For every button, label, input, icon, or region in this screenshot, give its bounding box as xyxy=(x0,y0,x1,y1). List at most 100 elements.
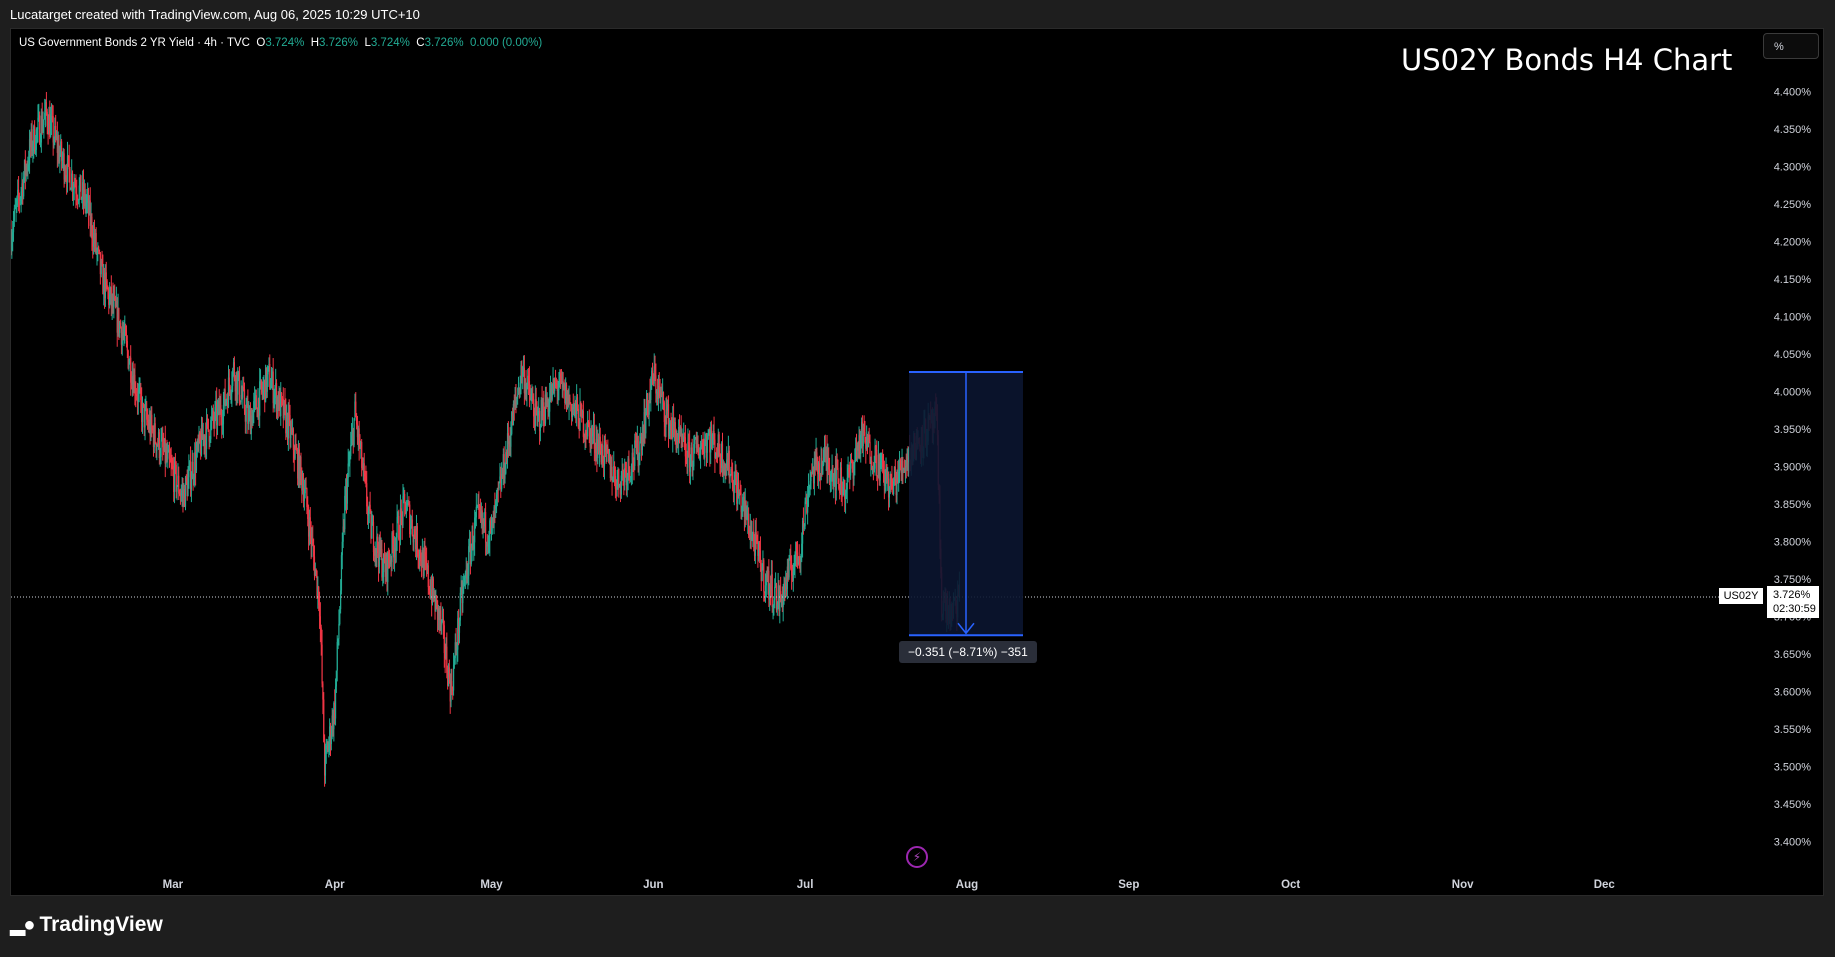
candle-body xyxy=(83,189,85,201)
candle-body xyxy=(664,422,666,428)
candle-body xyxy=(423,552,425,577)
candle-body xyxy=(635,443,638,454)
candle-body xyxy=(501,473,504,477)
candle-body xyxy=(29,139,31,148)
candle-body xyxy=(399,508,402,541)
candle-body xyxy=(667,404,670,437)
candle-body xyxy=(571,407,574,417)
lightning-icon[interactable]: ⚡ xyxy=(906,846,928,868)
candle-body xyxy=(192,461,194,480)
candle-body xyxy=(467,575,469,579)
candle-body xyxy=(228,377,230,387)
candle-body xyxy=(55,125,57,138)
candle-body xyxy=(52,116,54,143)
candle-body xyxy=(864,432,866,443)
candle-body xyxy=(155,442,157,451)
candle-body xyxy=(613,465,616,476)
candle-body xyxy=(892,486,894,495)
candle-body xyxy=(473,542,475,550)
candle-body xyxy=(700,442,703,447)
candle-body xyxy=(333,702,335,730)
candle-body xyxy=(108,290,110,305)
candle-body xyxy=(229,386,231,394)
x-tick-label: Dec xyxy=(1594,879,1616,891)
candle-body xyxy=(727,450,729,471)
candle-body xyxy=(393,548,396,558)
candle-body xyxy=(764,591,766,594)
candle-body xyxy=(802,520,805,528)
candle-body xyxy=(693,444,695,467)
chart-panel[interactable]: 4.400% 4.350% 4.300% 4.250% 4.200% 4.150% 4.10… xyxy=(10,28,1824,896)
candle-body xyxy=(516,397,518,399)
candle-body xyxy=(841,492,843,496)
candle-body xyxy=(262,386,264,393)
candlestick-chart[interactable]: 4.400% 4.350% 4.300% 4.250% 4.200% 4.150% 4.10… xyxy=(11,29,1825,897)
candle-body xyxy=(735,474,737,483)
candle-body xyxy=(344,495,346,530)
candle-body xyxy=(812,466,815,484)
x-tick-label: Oct xyxy=(1281,879,1300,891)
candle-body xyxy=(544,420,546,424)
candle-body xyxy=(854,459,856,463)
candle-body xyxy=(836,459,838,469)
candle-body xyxy=(20,191,22,199)
candle-body xyxy=(862,427,864,447)
candle-body xyxy=(206,418,209,420)
candle-body xyxy=(785,579,788,589)
candle-body xyxy=(784,582,786,592)
candle-body xyxy=(235,372,237,392)
candle-body xyxy=(183,488,185,498)
candle-body xyxy=(474,517,477,519)
candle-body xyxy=(554,382,556,391)
candle-body xyxy=(533,416,536,427)
candle-body xyxy=(185,477,187,481)
candle-body xyxy=(327,745,329,752)
candle-body xyxy=(245,407,247,422)
candle-body xyxy=(34,149,37,152)
candle-body xyxy=(191,461,193,480)
candle-body xyxy=(679,426,681,435)
candle-body xyxy=(106,280,108,289)
candle-body xyxy=(842,487,844,496)
candle-body xyxy=(619,485,621,487)
bar-countdown: 02:30:59 xyxy=(1773,603,1816,615)
candle-body xyxy=(112,294,114,308)
candle-body xyxy=(499,476,501,483)
percent-scale-button[interactable]: % xyxy=(1763,33,1819,59)
candle-body xyxy=(144,408,146,428)
candle-body xyxy=(810,472,812,481)
candle-body xyxy=(270,387,272,389)
candle-body xyxy=(839,488,841,494)
candle-body xyxy=(432,578,434,599)
candle-body xyxy=(527,375,530,381)
candle-body xyxy=(759,550,762,567)
candle-body xyxy=(506,433,509,458)
candle-body xyxy=(452,664,455,691)
candle-body xyxy=(194,452,196,478)
candle-body xyxy=(58,144,60,162)
candle-body xyxy=(78,185,80,201)
candle-body xyxy=(291,429,294,433)
candle-body xyxy=(715,452,718,456)
close-label: C xyxy=(416,37,425,49)
candle-body xyxy=(823,449,825,465)
candle-body xyxy=(119,322,122,328)
candle-body xyxy=(608,452,610,462)
candle-body xyxy=(454,642,456,659)
candle-body xyxy=(906,456,908,468)
candle-body xyxy=(154,423,156,443)
candle-body xyxy=(814,458,816,465)
candle-body xyxy=(73,184,75,189)
candle-body xyxy=(28,164,30,166)
candle-body xyxy=(867,435,869,447)
candle-body xyxy=(399,539,401,541)
tradingview-logo[interactable]: ▂● TradingView xyxy=(10,912,163,937)
candle-body xyxy=(887,478,889,480)
candle-body xyxy=(25,165,27,176)
candle-body xyxy=(364,472,366,477)
candle-body xyxy=(538,410,541,432)
candle-body xyxy=(119,322,121,333)
candle-body xyxy=(384,563,386,577)
candle-body xyxy=(656,391,659,400)
candle-body xyxy=(424,552,426,556)
